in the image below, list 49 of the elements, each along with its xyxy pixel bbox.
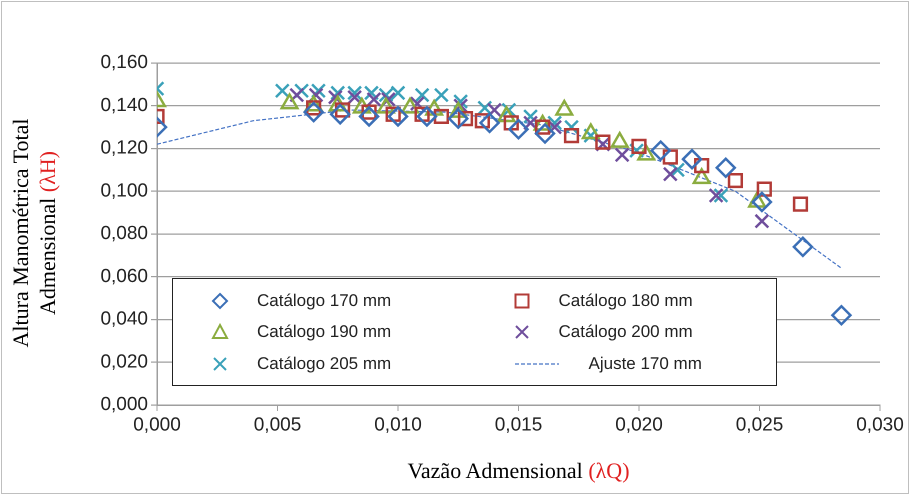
point bbox=[388, 106, 408, 127]
legend-label: Catálogo 180 mm bbox=[558, 290, 693, 310]
y-tick-label: 0,000 bbox=[100, 394, 148, 416]
y-tick-label: 0,080 bbox=[100, 223, 148, 244]
legend-label: Catálogo 170 mm bbox=[257, 290, 392, 310]
y-tick-label: 0,020 bbox=[100, 351, 148, 372]
point bbox=[752, 192, 772, 212]
point bbox=[414, 87, 430, 103]
legend-label: Catálogo 200 mm bbox=[558, 322, 693, 342]
y-tick-label: 0,140 bbox=[100, 94, 148, 116]
point bbox=[728, 172, 744, 188]
point bbox=[303, 102, 324, 122]
point bbox=[434, 87, 449, 103]
legend-label: Catálogo 205 mm bbox=[257, 354, 392, 374]
x-tick-label: 0,030 bbox=[856, 414, 904, 436]
point bbox=[682, 148, 702, 170]
point bbox=[614, 147, 630, 163]
point bbox=[390, 85, 406, 101]
point bbox=[366, 92, 382, 107]
x-tick-label: 0,005 bbox=[254, 414, 302, 436]
y-tick-label: 0,060 bbox=[100, 266, 148, 287]
point bbox=[716, 157, 736, 178]
point bbox=[416, 106, 438, 127]
point bbox=[479, 112, 500, 134]
point bbox=[508, 119, 529, 140]
point bbox=[662, 166, 678, 182]
x-tick-label: 0,015 bbox=[494, 414, 542, 436]
x-tick-label: 0,020 bbox=[615, 414, 663, 436]
point bbox=[708, 188, 724, 204]
point bbox=[650, 140, 671, 161]
point bbox=[831, 304, 852, 326]
point bbox=[358, 106, 380, 127]
x-tick-label: 0,025 bbox=[736, 414, 784, 436]
x-axis-title: Vazão Admensional (λQ) bbox=[406, 458, 631, 484]
point bbox=[754, 214, 770, 229]
point bbox=[792, 196, 808, 212]
point bbox=[534, 123, 556, 144]
y-tick-label: 0,040 bbox=[100, 308, 148, 330]
point bbox=[564, 128, 580, 144]
x-tick-label: 0,000 bbox=[133, 414, 181, 436]
point bbox=[792, 236, 814, 258]
y-tick-label: 0,100 bbox=[100, 180, 148, 202]
y-tick-label: 0,120 bbox=[100, 138, 148, 159]
y-tick-label: 0,160 bbox=[100, 52, 148, 74]
legend-label: Catálogo 190 mm bbox=[257, 322, 392, 342]
x-tick-label: 0,010 bbox=[374, 414, 422, 436]
point bbox=[448, 108, 468, 129]
point bbox=[330, 104, 350, 125]
legend-label: Ajuste 170 mm bbox=[588, 354, 702, 374]
